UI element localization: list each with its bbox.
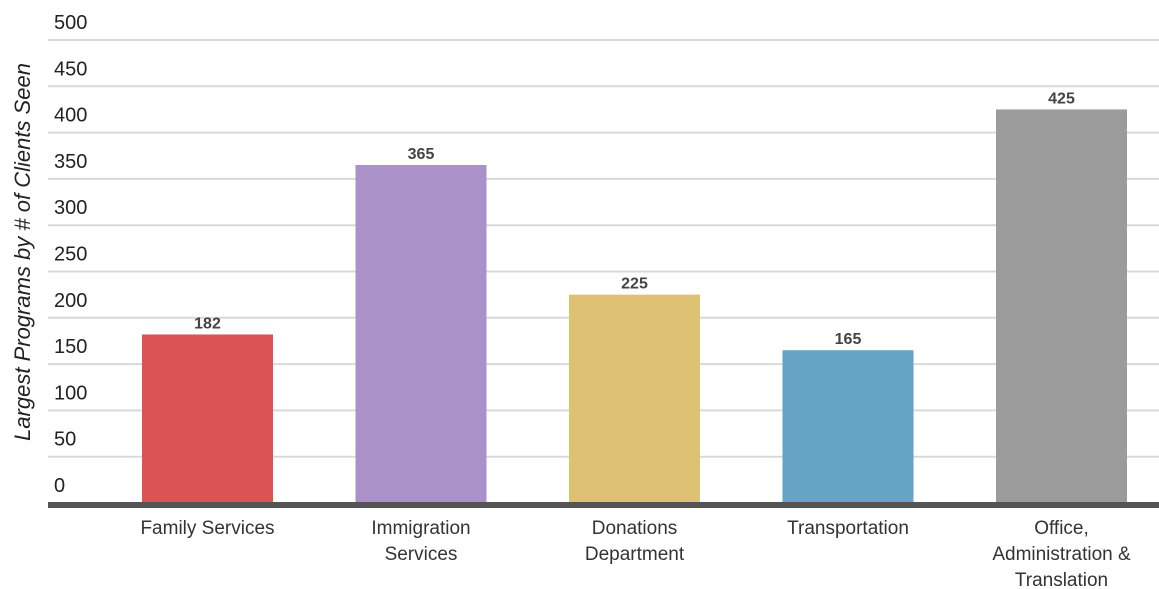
x-category-label: Department: [585, 544, 685, 565]
y-tick-label: 350: [54, 151, 87, 173]
y-tick-label: 250: [54, 244, 87, 266]
y-tick-label: 100: [54, 382, 87, 404]
x-category-label: Transportation: [787, 518, 909, 539]
x-category-label: Immigration: [371, 518, 470, 539]
bars: [48, 109, 1159, 508]
bar: [355, 165, 487, 503]
y-tick-label: 200: [54, 290, 87, 312]
bar: [569, 294, 700, 503]
x-category-label: Services: [385, 544, 458, 565]
y-tick-label: 450: [54, 58, 87, 80]
y-tick-label: 500: [54, 12, 87, 34]
bar: [996, 109, 1127, 503]
data-label: 365: [408, 146, 435, 163]
y-axis-title: Largest Programs by # of Clients Seen: [10, 63, 35, 441]
y-tick-label: 150: [54, 336, 87, 358]
y-tick-label: 0: [54, 475, 65, 497]
x-category-label: Family Services: [140, 518, 274, 539]
y-tick-label: 50: [54, 429, 76, 451]
x-category-label: Translation: [1015, 570, 1108, 589]
data-label: 425: [1048, 90, 1075, 107]
y-tick-label: 400: [54, 105, 87, 127]
x-axis-baseline: [48, 502, 1159, 508]
data-label: 225: [621, 276, 648, 293]
data-label: 182: [194, 315, 221, 332]
data-label: 165: [835, 331, 862, 348]
bar: [142, 334, 273, 503]
y-tick-label: 300: [54, 197, 87, 219]
x-category-label: Administration &: [992, 544, 1131, 565]
bar: [782, 350, 914, 503]
data-labels: 182 365 225 165 425: [194, 90, 1075, 348]
x-category-label: Donations: [592, 518, 678, 539]
x-category-label: Office,: [1034, 518, 1089, 539]
y-axis-ticks: 0 50 100 150 200 250 300 350 400 450 500: [54, 12, 87, 497]
x-axis-labels: Family Services Immigration Services Donati…: [140, 518, 1131, 589]
